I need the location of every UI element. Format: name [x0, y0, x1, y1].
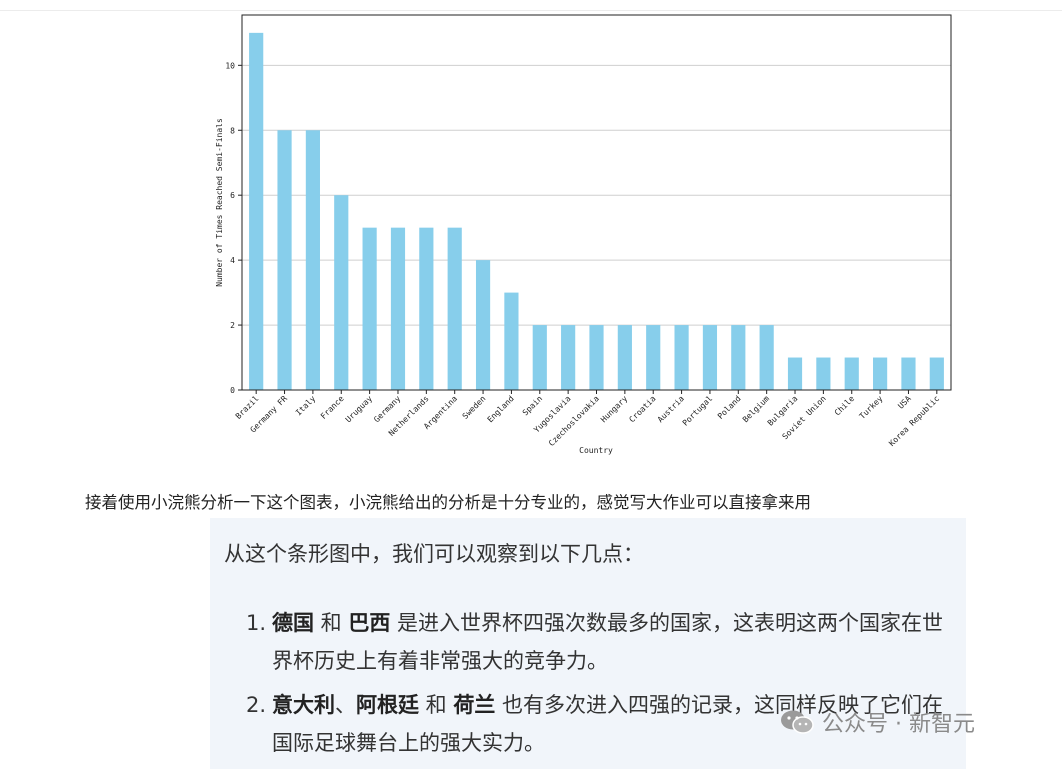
bar	[759, 325, 774, 390]
item-text: 和	[314, 611, 349, 635]
item-number: 1.	[246, 611, 267, 635]
country-bold: 阿根廷	[356, 693, 419, 717]
x-tick-label: Croatia	[627, 394, 657, 424]
x-tick-label: USA	[896, 394, 913, 411]
x-tick-label: Turkey	[858, 394, 885, 421]
country-bold: 荷兰	[453, 693, 496, 717]
list-item: 2. 意大利、阿根廷 和 荷兰 也有多次进入四强的记录，这同样反映了它们在国际足…	[246, 686, 946, 762]
bar	[589, 325, 604, 390]
bar	[532, 325, 547, 390]
x-tick-label: Uruguay	[344, 394, 374, 424]
wechat-icon	[781, 710, 814, 734]
y-tick-label: 2	[230, 321, 235, 330]
bar	[844, 357, 859, 390]
x-tick-label: Brazil	[234, 394, 261, 421]
item-number: 2.	[246, 693, 267, 717]
country-bold: 意大利	[272, 693, 335, 717]
x-tick-label: Spain	[521, 394, 545, 418]
y-ticks: 0 2 4 6 8 10	[225, 61, 242, 395]
bar	[816, 357, 831, 390]
bar	[390, 227, 406, 390]
analysis-card: 从这个条形图中，我们可以观察到以下几点： 1. 德国 和 巴西 是进入世界杯四强…	[210, 518, 966, 769]
x-axis-label: Country	[579, 446, 613, 455]
bar	[901, 357, 916, 390]
x-tick-label: Czechoslovakia	[547, 394, 601, 448]
bar	[277, 130, 292, 390]
y-tick-label: 10	[225, 61, 235, 70]
item-text: 是进入世界杯四强次数最多的国家，这表明这两个国家在世界杯历史上有着非常强大的竞争…	[272, 611, 944, 673]
bar	[447, 227, 462, 390]
bar	[646, 325, 661, 390]
y-tick-label: 6	[230, 191, 235, 200]
x-tick-label: Korea Republic	[887, 394, 941, 448]
bar	[731, 325, 746, 390]
y-tick-label: 8	[230, 126, 235, 135]
x-tick-label: Portugal	[681, 394, 715, 428]
bar	[305, 130, 320, 390]
item-text: 也有多次进入四强的记录，这同样反映了它们在国际足球舞台上的强大实力。	[272, 693, 944, 755]
x-tick-label: Chile	[833, 394, 857, 418]
x-tick-label: Poland	[716, 394, 743, 421]
bar	[362, 227, 377, 390]
bar	[617, 325, 632, 390]
analysis-lead: 从这个条形图中，我们可以观察到以下几点：	[224, 542, 644, 566]
bar	[787, 357, 803, 390]
y-tick-label: 4	[230, 256, 235, 265]
bar	[334, 195, 349, 390]
country-bold: 德国	[272, 611, 314, 635]
y-tick-label: 0	[230, 386, 235, 395]
x-tick-label: France	[319, 394, 346, 421]
item-text: 、	[335, 693, 356, 717]
bar	[929, 357, 944, 390]
analysis-list: 1. 德国 和 巴西 是进入世界杯四强次数最多的国家，这表明这两个国家在世界杯历…	[246, 604, 946, 768]
x-tick-label: England	[486, 394, 516, 424]
x-tick-label: Italy	[294, 394, 318, 418]
country-bold: 巴西	[348, 611, 391, 635]
watermark-text: 公众号 · 新智元	[822, 712, 975, 737]
bar	[419, 227, 434, 390]
bar	[674, 325, 689, 390]
bar	[702, 325, 718, 390]
bar	[249, 32, 264, 390]
intro-text: 接着使用小浣熊分析一下这个图表，小浣熊给出的分析是十分专业的，感觉写大作业可以直…	[85, 493, 811, 512]
list-item: 1. 德国 和 巴西 是进入世界杯四强次数最多的国家，这表明这两个国家在世界杯历…	[246, 604, 946, 680]
bar	[475, 260, 491, 390]
bar	[504, 292, 519, 390]
y-axis-label: Number of Times Reached Semi-Finals	[215, 118, 224, 287]
bar	[561, 325, 576, 390]
bars	[249, 32, 944, 390]
top-divider	[0, 10, 1062, 11]
item-text: 和	[419, 693, 454, 717]
bar	[873, 357, 888, 390]
watermark: 公众号 · 新智元	[780, 706, 975, 738]
x-tick-label: Hungary	[599, 394, 629, 424]
x-tick-label: Sweden	[461, 394, 488, 421]
